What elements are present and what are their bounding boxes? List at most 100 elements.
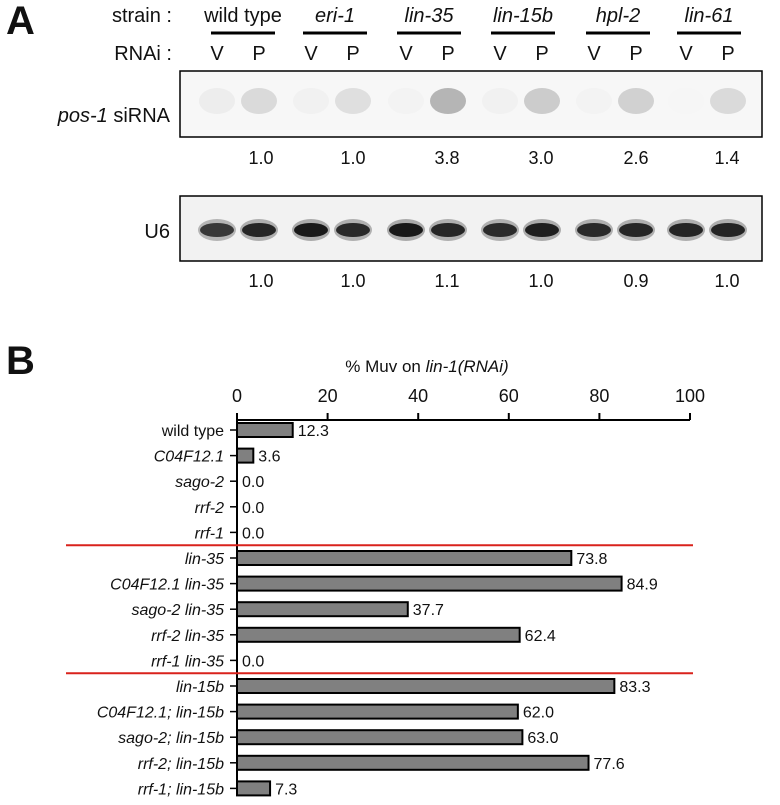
u6-band [619,223,653,237]
sirna-band [576,88,612,114]
bar-value-label: 63.0 [527,730,558,747]
rnai-condition-label: P [346,43,359,65]
bar [236,550,573,566]
x-tick-label: 40 [408,386,428,406]
sirna-gene-name: pos-1 [57,105,108,127]
bar [236,754,590,771]
sirna-quant-value: 2.6 [623,148,648,168]
rnai-condition-label: V [493,43,507,65]
bar-value-label: 83.3 [619,679,650,696]
sirna-band [388,88,424,114]
rnai-condition-label: V [304,43,318,65]
bar [236,729,524,746]
u6-band [431,223,465,237]
category-label: rrf-2; lin-15b [138,756,224,773]
u6-band [389,223,423,237]
bar-value-label: 3.6 [258,449,280,466]
category-label: sago-2 [175,474,224,491]
category-label: wild type [161,423,224,440]
u6-band [483,223,517,237]
bar-value-label: 73.8 [576,551,607,568]
bar-value-label: 84.9 [627,577,658,594]
category-label: rrf-2 lin-35 [151,628,224,645]
sirna-band [241,88,277,114]
bar [236,447,255,464]
category-label: C04F12.1 [154,449,224,466]
sirna-band [710,88,746,114]
sirna-quant-value: 1.0 [248,148,273,168]
category-label: sago-2; lin-15b [118,730,224,747]
strain-label: eri-1 [315,5,355,27]
u6-band [711,223,745,237]
rnai-condition-label: P [252,43,265,65]
bar-value-label: 12.3 [298,423,329,440]
sirna-band [524,88,560,114]
rnai-condition-label: P [721,43,734,65]
u6-band [242,223,276,237]
rnai-condition-label: V [587,43,601,65]
category-label: C04F12.1 lin-35 [110,577,224,594]
u6-quant-value: 1.0 [340,271,365,291]
sirna-band [482,88,518,114]
bar-value-label: 0.0 [242,474,264,491]
bar-value-label: 7.3 [275,781,297,798]
u6-blot-frame [179,195,763,262]
strain-label: lin-35 [405,5,455,27]
u6-blot-label: U6 [144,221,170,243]
category-label: rrf-1; lin-15b [138,781,224,798]
u6-band [577,223,611,237]
category-label: sago-2 lin-35 [132,602,225,619]
u6-band [336,223,370,237]
sirna-suffix: siRNA [108,105,171,127]
sirna-quant-value: 3.8 [434,148,459,168]
sirna-band [430,88,466,114]
panel-b-letter: B [6,339,35,383]
sirna-band [293,88,329,114]
strain-label: lin-61 [685,5,734,27]
u6-quant-value: 0.9 [623,271,648,291]
rnai-condition-label: V [210,43,224,65]
bar-value-label: 62.4 [525,628,556,645]
category-label: rrf-1 lin-35 [151,653,224,670]
u6-quant-value: 1.0 [528,271,553,291]
sirna-blot-label: pos-1 siRNA [57,105,171,127]
bar-chart: 0 20 40 60 80 100 wild type 12.3 C04F12.1 3.6 sago… [66,386,705,798]
x-tick-label: 60 [499,386,519,406]
bar [236,575,623,592]
panel-a-letter: A [6,0,35,43]
x-tick-label: 20 [318,386,338,406]
u6-quantification: 1.0 1.0 1.1 1.0 0.9 1.0 [248,271,739,291]
bar [236,626,521,643]
sirna-blot-frame [179,70,763,138]
sirna-quant-value: 1.4 [714,148,739,168]
bar [236,422,294,438]
bar [236,678,616,694]
rnai-row-label: RNAi : [114,43,172,65]
bar-value-label: 0.0 [242,525,264,542]
rnai-condition-label: P [629,43,642,65]
x-tick-label: 0 [232,386,242,406]
bar-value-label: 0.0 [242,500,264,517]
sirna-quant-value: 1.0 [340,148,365,168]
strain-label: hpl-2 [596,5,640,27]
strain-label: wild type [203,5,282,27]
sirna-quant-value: 3.0 [528,148,553,168]
bar [236,780,272,797]
category-label: rrf-1 [195,525,224,542]
bar-value-label: 62.0 [523,705,554,722]
strain-row-label: strain : [112,5,172,27]
bar-value-label: 0.0 [242,653,264,670]
sirna-band [668,88,704,114]
sirna-band [618,88,654,114]
category-label: lin-35 [185,551,224,568]
u6-band [525,223,559,237]
bar [236,703,519,720]
category-label: rrf-2 [195,500,224,517]
u6-band [294,223,328,237]
u6-quant-value: 1.0 [714,271,739,291]
category-label: lin-15b [176,679,224,696]
axis-title-prefix: % Muv on [345,357,425,376]
category-label: C04F12.1; lin-15b [97,705,224,722]
